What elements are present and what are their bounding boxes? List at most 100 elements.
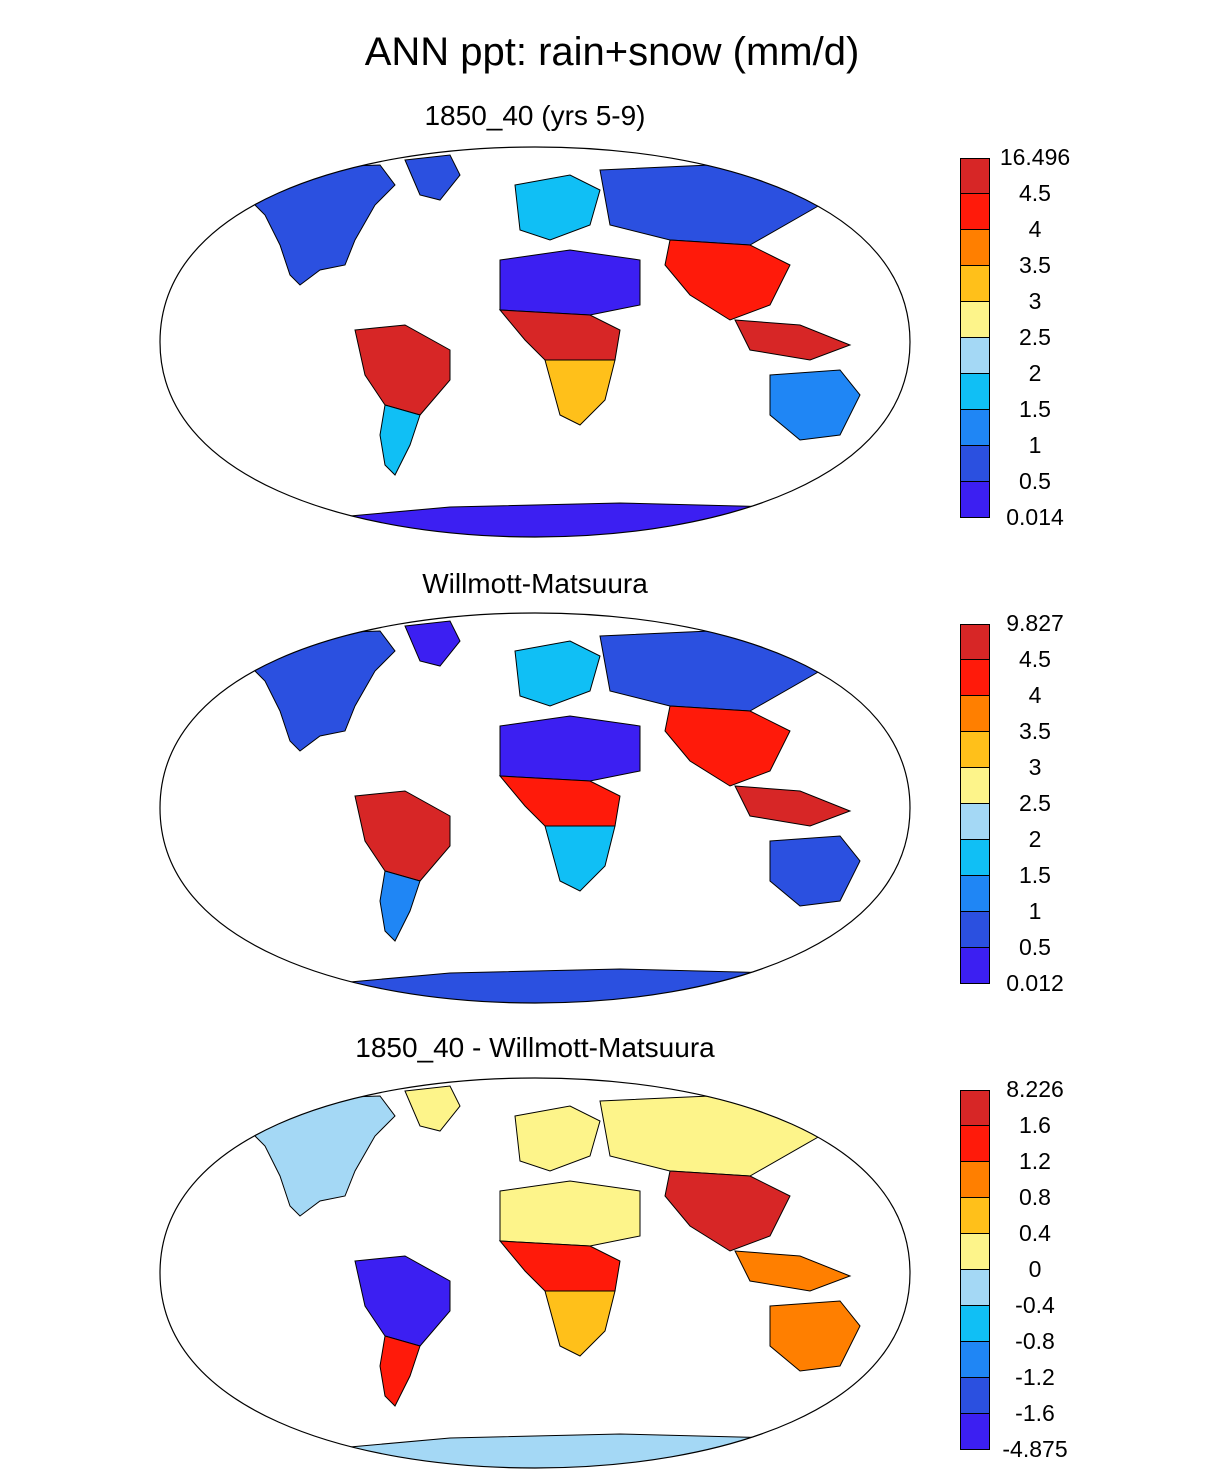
region-sahara: [499, 715, 641, 782]
region-south-asia: [664, 239, 791, 321]
colorbar-label: 16.496: [999, 144, 1071, 170]
colorbar-segment: [960, 948, 990, 984]
colorbar-label: 3: [1028, 754, 1042, 780]
colorbar-label: -0.4: [1015, 1292, 1055, 1318]
colorbar-segment: [960, 1378, 990, 1414]
colorbar-label: -4.875: [1002, 1436, 1068, 1462]
region-amazon: [354, 790, 451, 882]
figure-title: ANN ppt: rain+snow (mm/d): [364, 30, 860, 74]
colorbar-label: 1.5: [1019, 396, 1051, 422]
colorbar-segment: [960, 624, 990, 660]
colorbar-label: -0.8: [1015, 1328, 1055, 1354]
region-north-america: [244, 630, 396, 752]
colorbar-segment: [960, 912, 990, 948]
globe-outline: [159, 612, 911, 1004]
region-south-asia: [664, 705, 791, 787]
colorbar-segment: [960, 374, 990, 410]
colorbar-segment: [960, 840, 990, 876]
map-panel-2: [159, 612, 911, 1004]
colorbar-label: 0: [1028, 1256, 1042, 1282]
region-southern-africa: [544, 359, 616, 426]
region-europe: [514, 174, 601, 241]
colorbar-segment: [960, 696, 990, 732]
colorbar-label: 2: [1028, 360, 1042, 386]
colorbar-label: 4: [1028, 216, 1042, 242]
colorbar-segment: [960, 158, 990, 194]
colorbar-label: 1.2: [1019, 1148, 1051, 1174]
region-europe: [514, 640, 601, 707]
colorbar-label: 3.5: [1019, 718, 1051, 744]
region-north-america: [244, 1095, 396, 1217]
region-australia: [769, 369, 861, 441]
colorbar-segment: [960, 1126, 990, 1162]
globe-outline: [159, 1077, 911, 1469]
colorbar-label: 3: [1028, 288, 1042, 314]
colorbar-segment: [960, 302, 990, 338]
region-europe: [514, 1105, 601, 1172]
region-south-america-south: [379, 1335, 421, 1407]
region-australia: [769, 1300, 861, 1372]
colorbar-segment: [960, 338, 990, 374]
colorbar-segment: [960, 1270, 990, 1306]
panel-title-2: Willmott-Matsuura: [422, 568, 648, 599]
colorbar-label: 0.014: [1006, 504, 1064, 530]
colorbar-label: 4.5: [1019, 646, 1051, 672]
colorbar-segment: [960, 1090, 990, 1126]
colorbar-label: 0.5: [1019, 468, 1051, 494]
region-siberia: [599, 164, 821, 246]
colorbar-label: -1.6: [1015, 1400, 1055, 1426]
region-sahara: [499, 1180, 641, 1247]
colorbar-segment: [960, 804, 990, 840]
colorbar-label: 8.226: [1006, 1076, 1064, 1102]
colorbar-label: 1.6: [1019, 1112, 1051, 1138]
colorbar-segment: [960, 1234, 990, 1270]
colorbar-label: 2.5: [1019, 790, 1051, 816]
region-south-america-south: [379, 404, 421, 476]
colorbar-label: 2.5: [1019, 324, 1051, 350]
region-amazon: [354, 324, 451, 416]
colorbar-segment: [960, 1198, 990, 1234]
panel-title-1: 1850_40 (yrs 5-9): [424, 100, 646, 131]
colorbar-label: 4.5: [1019, 180, 1051, 206]
colorbar-segment: [960, 446, 990, 482]
colorbar-1: [960, 158, 990, 518]
colorbar-segment: [960, 1162, 990, 1198]
colorbar-label: 3.5: [1019, 252, 1051, 278]
region-sahara: [499, 249, 641, 316]
region-southern-africa: [544, 825, 616, 892]
colorbar-segment: [960, 876, 990, 912]
colorbar-3: [960, 1090, 990, 1450]
colorbar-label: 1: [1028, 898, 1042, 924]
colorbar-segment: [960, 1414, 990, 1450]
region-australia: [769, 835, 861, 907]
colorbar-segment: [960, 1342, 990, 1378]
region-maritime: [734, 1250, 852, 1292]
region-south-america-south: [379, 870, 421, 942]
colorbar-segment: [960, 482, 990, 518]
region-siberia: [599, 630, 821, 712]
region-greenland: [404, 154, 461, 201]
region-siberia: [599, 1095, 821, 1177]
map-panel-1: [159, 146, 911, 538]
colorbar-label: 0.5: [1019, 934, 1051, 960]
colorbar-label: 4: [1028, 682, 1042, 708]
region-greenland: [404, 620, 461, 667]
region-maritime: [734, 785, 852, 827]
colorbar-segment: [960, 266, 990, 302]
region-southern-africa: [544, 1290, 616, 1357]
colorbar-segment: [960, 768, 990, 804]
region-south-asia: [664, 1170, 791, 1252]
colorbar-2: [960, 624, 990, 984]
region-amazon: [354, 1255, 451, 1347]
colorbar-label: 1.5: [1019, 862, 1051, 888]
region-north-america: [244, 164, 396, 286]
colorbar-segment: [960, 230, 990, 266]
map-panel-3: [159, 1077, 911, 1469]
colorbar-label: 1: [1028, 432, 1042, 458]
colorbar-label: 0.8: [1019, 1184, 1051, 1210]
globe-outline: [159, 146, 911, 538]
panel-title-3: 1850_40 - Willmott-Matsuura: [355, 1032, 715, 1063]
colorbar-label: -1.2: [1015, 1364, 1055, 1390]
colorbar-label: 0.012: [1006, 970, 1064, 996]
colorbar-segment: [960, 660, 990, 696]
